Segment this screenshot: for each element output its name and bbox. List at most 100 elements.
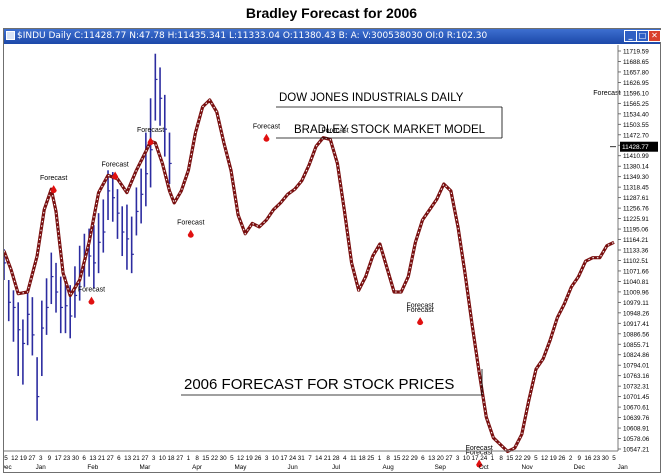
date-tick-label: 13 [89,455,97,462]
annotation-title: DOW JONES INDUSTRIALS DAILY [279,92,464,104]
price-tick-label: 10948.26 [623,310,650,317]
month-label: Dec [4,464,12,471]
forecast-label: Forecast [466,449,493,456]
date-tick-label: 16 [584,455,592,462]
price-tick-label: 11195.06 [623,227,649,234]
forecast-line [4,98,615,454]
month-label: Oct [479,464,489,471]
price-tick-label: 11133.36 [623,248,649,255]
date-tick-label: 10 [272,455,280,462]
date-tick-label: 28 [333,455,341,462]
date-tick-label: 19 [550,455,558,462]
month-label: Jan [618,464,629,471]
price-tick-label: 11256.76 [623,206,649,213]
close-button[interactable]: ✕ [648,30,661,42]
date-tick-label: 18 [168,455,176,462]
price-tick-label: 11040.81 [623,279,649,286]
forecast-label: Forecast [407,302,434,309]
price-tick-label: 10855.71 [623,342,650,349]
date-tick-label: 27 [176,455,184,462]
forecast-marker [476,459,483,468]
price-tick-label: 10670.61 [623,405,650,412]
date-tick-label: 13 [124,455,132,462]
price-tick-label: 10824.86 [623,352,650,359]
current-value-box [620,141,658,152]
date-tick-label: 26 [254,455,262,462]
forecast-marker [88,296,95,305]
date-tick-label: 15 [506,455,514,462]
forecast-label: Forecast [466,445,493,452]
date-tick-label: 8 [386,455,390,462]
date-tick-label: 1 [378,455,382,462]
date-tick-label: 19 [20,455,28,462]
month-label: Apr [192,464,202,471]
price-tick-label: 11688.65 [623,59,649,66]
date-tick-label: 3 [39,455,43,462]
forecast-label: Forecast [40,175,67,182]
date-tick-label: 22 [402,455,410,462]
chart-window-icon [6,31,15,40]
price-tick-label: 11565.25 [623,101,649,108]
date-tick-label: 3 [456,455,460,462]
date-tick-label: 23 [593,455,601,462]
price-tick-label: 11626.95 [623,80,649,87]
price-tick-label: 11472.70 [623,132,649,139]
date-tick-label: 18 [359,455,367,462]
date-tick-label: 13 [428,455,436,462]
price-tick-label: 11102.51 [623,258,649,265]
price-tick-label: 10979.11 [623,300,649,307]
date-tick-label: 14 [315,455,323,462]
price-tick-label: 11009.96 [623,289,649,296]
month-label: Jan [36,464,47,471]
date-tick-label: 1 [187,455,191,462]
date-tick-label: 17 [280,455,288,462]
page-title: Bradley Forecast for 2006 [245,5,418,21]
date-tick-label: 3 [265,455,269,462]
date-tick-label: 7 [308,455,312,462]
date-tick-label: 19 [246,455,254,462]
price-tick-label: 10763.16 [623,373,650,380]
price-tick-label: 11657.80 [623,69,649,76]
date-tick-label: 30 [602,455,610,462]
price-tick-label: 10608.91 [623,426,650,433]
date-tick-label: 9 [48,455,52,462]
date-tick-label: 6 [421,455,425,462]
date-tick-label: 30 [220,455,228,462]
forecast-marker [50,185,57,194]
price-tick-label: 10732.31 [623,384,650,391]
date-tick-label: 22 [515,455,523,462]
date-tick-label: 27 [107,455,115,462]
price-tick-label: 11318.45 [623,185,649,192]
date-tick-label: 27 [445,455,453,462]
date-tick-label: 29 [524,455,532,462]
date-tick-label: 22 [211,455,219,462]
forecast-label: Forecast [593,90,620,97]
price-tick-label: 11534.40 [623,111,649,118]
forecast-label: Forecast [102,161,129,168]
price-tick-label: 10701.45 [623,394,650,401]
date-tick-label: 1 [491,455,495,462]
price-tick-label: 10639.76 [623,415,650,422]
window-title-bar[interactable]: $INDU Daily C:11428.77 N:47.78 H:11435.3… [4,29,660,44]
month-label: Jun [288,464,299,471]
date-tick-label: 12 [237,455,245,462]
price-tick-label: 11349.30 [623,174,649,181]
forecast-marker [147,137,154,146]
price-chart[interactable]: ForecastForecastForecastForecastForecast… [4,45,660,473]
forecast-line-dots [4,99,615,453]
forecast-marker [187,229,194,238]
month-label: Aug [383,464,395,471]
date-tick-label: 11 [350,455,357,462]
forecast-label: Forecast [78,287,105,294]
date-tick-label: 4 [343,455,347,462]
month-label: Sep [435,464,447,471]
current-value-label: 11428.77 [622,144,649,151]
date-tick-label: 17 [55,455,63,462]
price-tick-label: 11287.61 [623,195,649,202]
price-tick-label: 10886.56 [623,331,650,338]
price-tick-label: 11596.10 [623,90,649,97]
forecast-marker [263,133,270,142]
date-tick-label: 20 [437,455,445,462]
price-tick-label: 11071.66 [623,268,649,275]
price-tick-label: 11164.21 [623,237,649,244]
